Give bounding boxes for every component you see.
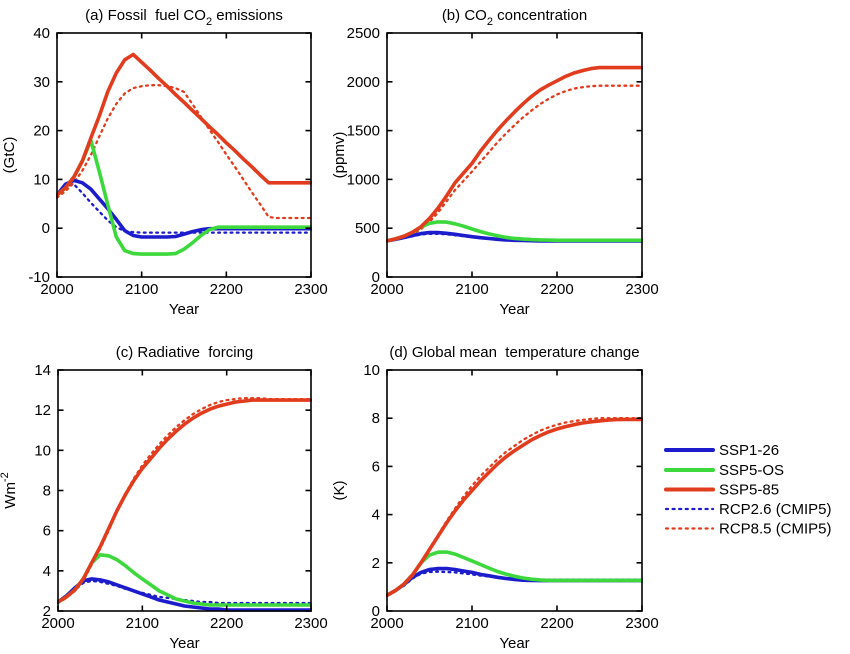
panel-d-line-rcp8-5-cmip5- — [386, 417, 643, 597]
x-tick-label: 2200 — [540, 281, 573, 298]
y-tick-label: 2 — [372, 555, 380, 572]
legend-label: SSP5-OS — [719, 462, 784, 479]
legend-item-ssp5-os: SSP5-OS — [664, 462, 784, 479]
panel-d-line-ssp5-85 — [386, 417, 643, 598]
panel-c-axes-box — [57, 369, 312, 612]
panel-c-title: (c) Radiative forcing — [116, 344, 254, 361]
y-tick-label: 8 — [43, 483, 51, 500]
panel-c-ylabel: Wm-2 — [0, 472, 19, 508]
x-tick-label: 2200 — [210, 281, 243, 298]
x-tick-label: 2000 — [370, 615, 403, 632]
y-tick-label: 4 — [43, 563, 51, 580]
panel-b-line-ssp5-os — [386, 220, 643, 243]
y-tick-label: 1000 — [347, 171, 380, 188]
x-tick-label: 2200 — [540, 615, 573, 632]
legend-label: SSP5-85 — [719, 482, 779, 499]
panel-d-xlabel: Year — [499, 635, 529, 652]
y-tick-label: 1500 — [347, 123, 380, 140]
legend-item-rcp8-5-cmip5-: RCP8.5 (CMIP5) — [664, 521, 832, 538]
panel-a-line-ssp5-85 — [56, 52, 312, 197]
legend-item-ssp1-26: SSP1-26 — [664, 442, 779, 459]
y-tick-label: 0 — [42, 220, 50, 237]
panel-a-line-ssp5-os — [56, 138, 312, 256]
panel-b-axes-box — [386, 32, 643, 278]
panel-d-title: (d) Global mean temperature change — [389, 344, 639, 361]
panel-a-line-rcp2-6-cmip5- — [56, 183, 312, 234]
x-tick-label: 2300 — [625, 615, 658, 632]
panel-b-line-rcp8-5-cmip5- — [386, 84, 643, 243]
panel-b: 2000 2100 2200 2300 0 500 1000 1500 2000 2500 (b) … — [331, 7, 659, 318]
panel-a-line-rcp8-5-cmip5- — [56, 84, 312, 220]
x-tick-label: 2100 — [125, 281, 158, 298]
panel-d-series — [386, 417, 643, 598]
panel-a-title: (a) Fossil fuel CO2 emissions — [85, 7, 283, 28]
panel-d-ylabel: (K) — [331, 481, 348, 501]
y-tick-label: 12 — [34, 402, 51, 419]
y-tick-label: 10 — [363, 362, 380, 379]
panel-a-ylabel: (GtC) — [1, 137, 18, 174]
panel-a-series — [56, 52, 312, 256]
panel-a-axes-box — [56, 32, 312, 278]
legend: SSP1-26 SSP5-OS SSP5-85 RCP2.6 (CMIP5) RCP8.… — [664, 442, 832, 538]
panel-d: 2000 2100 2200 2300 0 2 4 6 8 10 (d) Global mean t… — [331, 344, 659, 652]
y-tick-label: 8 — [372, 410, 380, 427]
x-tick-label: 2000 — [40, 281, 73, 298]
panel-b-series — [386, 65, 643, 243]
y-tick-label: 0 — [372, 603, 380, 620]
panel-c-line-ssp5-os — [57, 552, 312, 607]
x-tick-label: 2300 — [294, 281, 327, 298]
panel-b-ylabel: (ppmv) — [331, 132, 348, 179]
x-tick-label: 2000 — [41, 615, 74, 632]
x-tick-label: 2200 — [210, 615, 243, 632]
y-tick-label: 500 — [355, 220, 380, 237]
legend-item-ssp5-85: SSP5-85 — [664, 482, 779, 499]
panel-d-line-ssp5-os — [386, 550, 643, 598]
x-tick-label: 2100 — [455, 615, 488, 632]
x-tick-label: 2100 — [455, 281, 488, 298]
y-tick-label: 0 — [372, 269, 380, 286]
panel-a-xlabel: Year — [169, 301, 199, 318]
x-tick-label: 2300 — [294, 615, 327, 632]
y-tick-label: 2 — [43, 603, 51, 620]
y-tick-label: 30 — [33, 74, 50, 91]
y-tick-label: 6 — [43, 523, 51, 540]
x-tick-label: 2100 — [126, 615, 159, 632]
panel-b-title: (b) CO2 concentration — [442, 7, 587, 28]
panel-c-line-ssp5-85 — [57, 398, 312, 604]
panel-c: 2000 2100 2200 2300 2 4 6 8 10 12 14 (c) Radiative … — [0, 344, 328, 652]
panel-c-line-rcp8-5-cmip5- — [57, 396, 312, 605]
y-tick-label: 6 — [372, 458, 380, 475]
y-tick-label: 14 — [34, 362, 51, 379]
panel-c-line-ssp1-26 — [57, 577, 312, 612]
x-tick-label: 2300 — [625, 281, 658, 298]
y-tick-label: 10 — [33, 171, 50, 188]
panel-a: 2000 2100 2200 2300 -10 0 10 20 30 40 (a) Fossil f… — [1, 7, 328, 318]
legend-label: RCP8.5 (CMIP5) — [719, 521, 832, 538]
y-tick-label: 40 — [33, 25, 50, 42]
panel-c-xlabel: Year — [169, 635, 199, 652]
y-tick-label: -10 — [28, 269, 50, 286]
y-tick-label: 10 — [34, 442, 51, 459]
panel-b-line-ssp5-85 — [386, 65, 643, 243]
panel-c-series — [57, 396, 312, 612]
x-tick-label: 2000 — [370, 281, 403, 298]
y-tick-label: 4 — [372, 507, 380, 524]
legend-label: RCP2.6 (CMIP5) — [719, 501, 832, 518]
legend-label: SSP1-26 — [719, 442, 779, 459]
panel-b-xlabel: Year — [499, 301, 529, 318]
y-tick-label: 2000 — [347, 74, 380, 91]
legend-item-rcp2-6-cmip5-: RCP2.6 (CMIP5) — [664, 501, 832, 518]
y-tick-label: 2500 — [347, 25, 380, 42]
y-tick-label: 20 — [33, 123, 50, 140]
panel-d-axes-box — [386, 369, 643, 612]
